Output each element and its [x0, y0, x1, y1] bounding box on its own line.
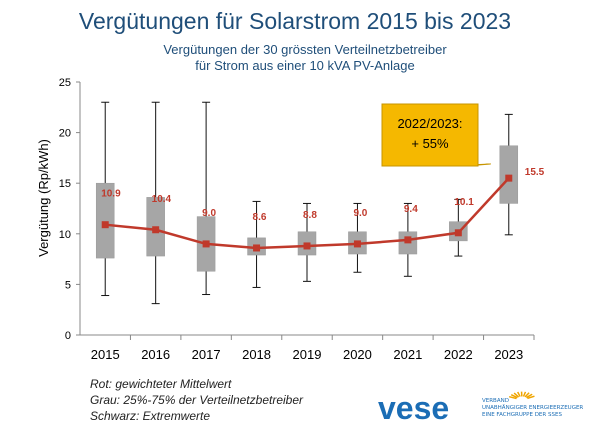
mean-point: [202, 240, 210, 248]
x-tick-label: 2021: [393, 347, 422, 362]
sun-rays-icon: [508, 391, 535, 400]
x-tick-label: 2022: [444, 347, 473, 362]
legend-notes: Rot: gewichteter Mittelwert Grau: 25%-75…: [90, 376, 303, 424]
sun-ray: [513, 392, 520, 398]
sun-ray: [517, 391, 521, 397]
mean-point: [303, 242, 311, 250]
sun-ray: [524, 392, 530, 398]
x-tick-label: 2017: [192, 347, 221, 362]
logo-line-2: UNABHÄNGIGER ENERGIEERZEUGER: [482, 405, 584, 411]
mean-data-label: 9.0: [353, 208, 367, 219]
callout-rect: [381, 103, 479, 167]
logo-wordmark: vese: [378, 390, 450, 426]
mean-data-label: 9.4: [404, 204, 418, 215]
mean-data-label: 10.4: [152, 194, 172, 205]
subtitle-line-1: Vergütungen der 30 grössten Verteilnetzb…: [163, 42, 447, 57]
vese-logo: vese VERBAND UNABHÄNGIGER ENERGIEERZEUGE…: [378, 388, 583, 432]
iqr-box: [499, 145, 519, 204]
note-black: Schwarz: Extremwerte: [90, 409, 211, 423]
chart-subtitle: Vergütungen der 30 grössten Verteilnetzb…: [60, 42, 550, 74]
x-tick-label: 2015: [91, 347, 120, 362]
mean-series: 10.9 10.4 9.0 8.6 8.8 9.0 9.4 10.1 15.5: [101, 167, 545, 252]
note-red: Rot: gewichteter Mittelwert: [90, 377, 232, 391]
mean-data-label: 15.5: [525, 167, 545, 178]
mean-point: [253, 244, 261, 252]
logo-tagline: VERBAND UNABHÄNGIGER ENERGIEERZEUGER EIN…: [482, 398, 583, 419]
sun-ray: [526, 393, 533, 399]
iqr-box: [95, 182, 115, 259]
sun-ray: [508, 395, 517, 400]
mean-data-label: 9.0: [202, 208, 216, 219]
logo-line-3: EINE FACHGRUPPE DER SSES: [482, 412, 562, 418]
mean-point: [454, 229, 462, 237]
page-title: Vergütungen für Solarstrom 2015 bis 2023: [78, 8, 512, 34]
y-tick-label: 15: [59, 178, 71, 190]
note-grey: Grau: 25%-75% der Verteilnetzbetreiber: [90, 393, 303, 407]
mean-point: [353, 240, 361, 248]
x-tick-label: 2023: [494, 347, 523, 362]
x-tick-label: 2016: [141, 347, 170, 362]
mean-data-label: 10.9: [101, 189, 121, 200]
sun-ray: [510, 393, 518, 399]
y-tick-label: 25: [59, 77, 71, 89]
callout-line-1: 2022/2023:: [397, 116, 462, 131]
sun-ray: [527, 395, 535, 400]
mean-point: [505, 174, 513, 182]
y-tick-label: 5: [65, 279, 71, 291]
y-axis-label: Vergütung (Rp/kWh): [36, 139, 51, 257]
x-tick-label: 2020: [343, 347, 372, 362]
mean-data-label: 8.8: [303, 210, 317, 221]
y-tick-label: 0: [65, 330, 71, 342]
chart-axes: 0 5 10 15 20 25 2015 2016 2017 2018 2019 2020 2021 20…: [59, 77, 535, 362]
y-tick-label: 20: [59, 128, 71, 140]
sun-ray: [522, 391, 527, 397]
y-tick-label: 10: [59, 229, 71, 241]
mean-data-label: 10.1: [454, 197, 474, 208]
x-tick-label: 2018: [242, 347, 271, 362]
mean-point: [101, 221, 109, 229]
mean-data-label: 8.6: [253, 212, 267, 223]
logo-line-1: VERBAND: [482, 398, 509, 404]
mean-point: [152, 226, 160, 234]
chart-boxes: [95, 101, 519, 305]
callout-box: 2022/2023: + 55%: [381, 103, 491, 167]
x-tick-label: 2019: [293, 347, 322, 362]
subtitle-line-2: für Strom aus einer 10 kVA PV-Anlage: [195, 58, 415, 73]
mean-point: [404, 236, 412, 244]
callout-line-2: + 55%: [411, 136, 449, 151]
